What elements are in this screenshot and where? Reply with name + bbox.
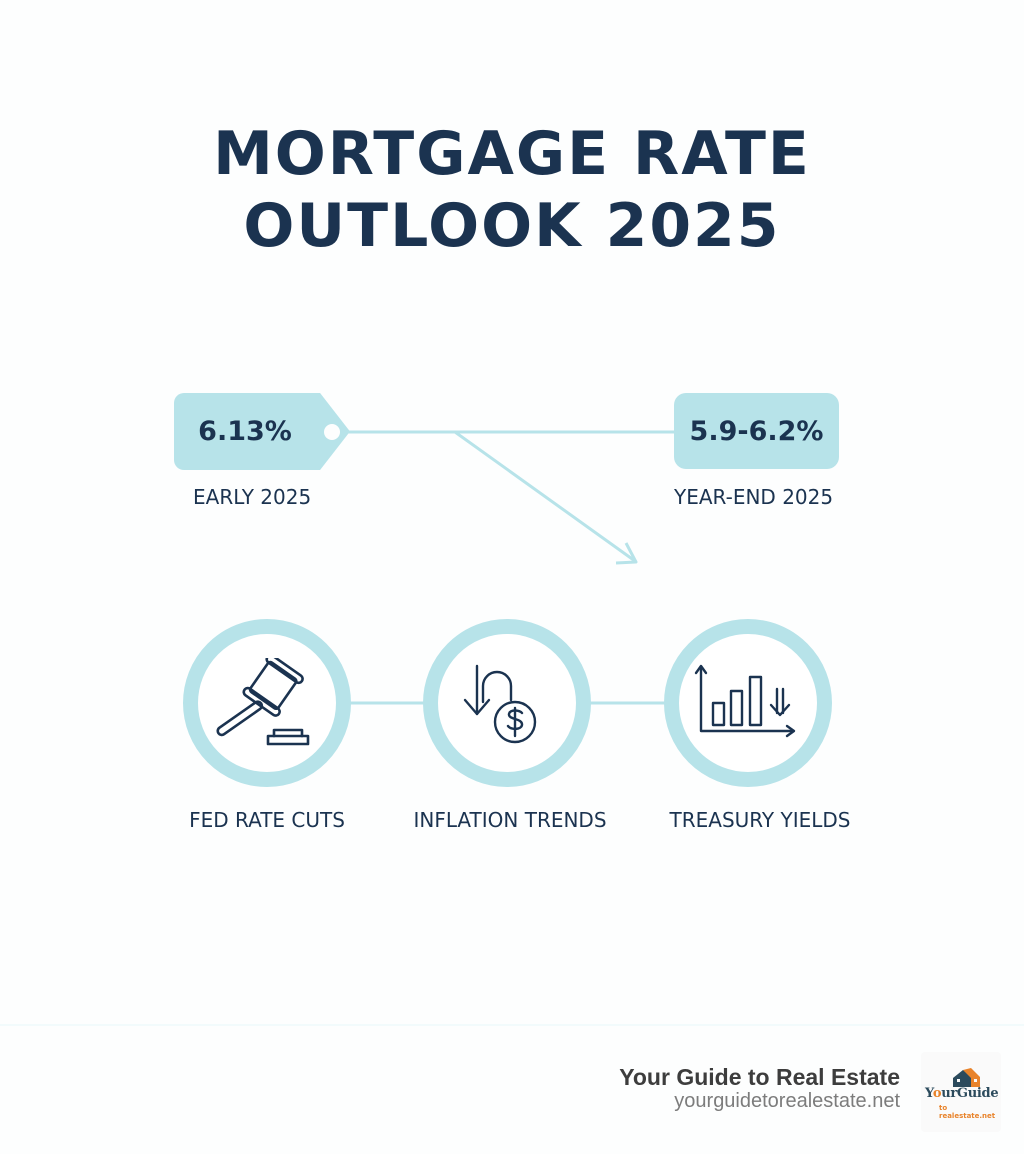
down-arrow-dollar-icon — [463, 664, 537, 744]
end-rate-tag: 5.9-6.2% — [674, 393, 839, 469]
gavel-icon — [216, 658, 310, 746]
factor-label-treasury: TREASURY YIELDS — [669, 808, 851, 832]
page-title: MORTGAGE RATE OUTLOOK 2025 — [0, 118, 1024, 262]
factor-fed-rate-cuts — [183, 619, 351, 787]
start-rate-value: 6.13% — [198, 416, 292, 447]
end-rate-value: 5.9-6.2% — [689, 415, 824, 447]
footer-divider — [0, 1024, 1024, 1026]
bar-chart-down-arrow-icon — [694, 664, 796, 738]
end-rate-label: YEAR-END 2025 — [674, 485, 834, 509]
start-rate-label: EARLY 2025 — [193, 485, 312, 509]
start-rate-tag: 6.13% — [174, 393, 350, 470]
factor-label-inflation: INFLATION TRENDS — [413, 808, 607, 832]
title-line-2: OUTLOOK 2025 — [243, 191, 781, 261]
logo-subtitle: to realestate.net — [939, 1104, 996, 1120]
factor-treasury-yields — [664, 619, 832, 787]
title-line-1: MORTGAGE RATE — [213, 119, 811, 189]
factor-inflation-trends — [423, 619, 591, 787]
house-icon — [953, 1068, 980, 1087]
tag-hole-icon — [324, 424, 340, 440]
brand-name: Your Guide to Real Estate — [619, 1064, 900, 1090]
factor-label-fed: FED RATE CUTS — [189, 808, 345, 832]
brand-logo: YourGuide to realestate.net — [921, 1052, 1001, 1132]
brand-url[interactable]: yourguidetorealestate.net — [674, 1090, 900, 1112]
logo-wordmark: YourGuide — [925, 1086, 999, 1101]
